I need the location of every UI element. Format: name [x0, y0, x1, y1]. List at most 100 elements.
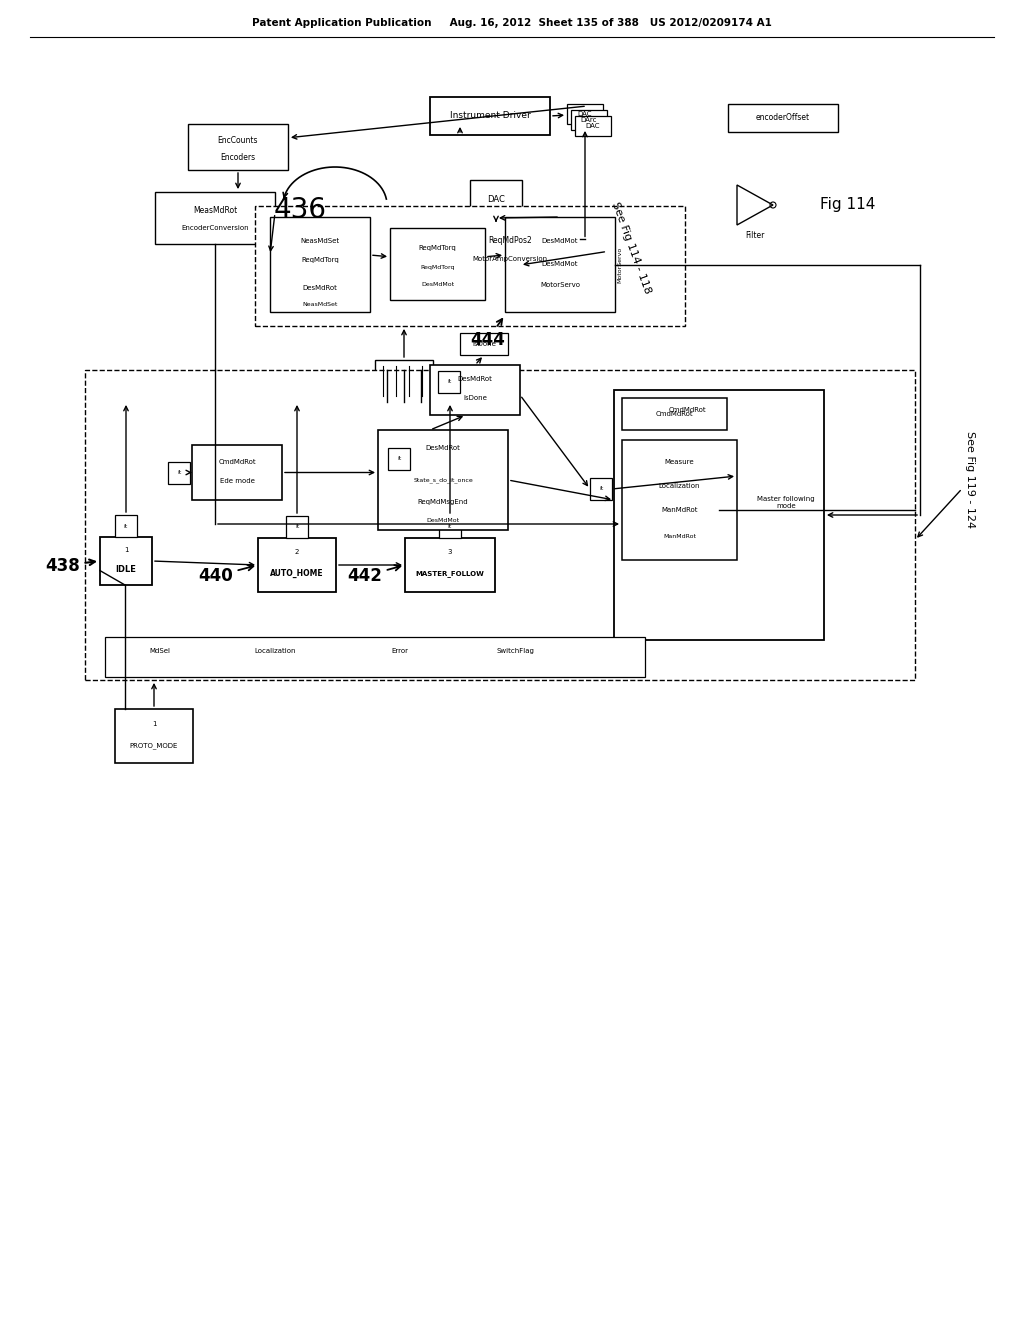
- Bar: [115, 515, 137, 537]
- Text: AUTO_HOME: AUTO_HOME: [270, 569, 324, 578]
- Text: DesMdMot: DesMdMot: [426, 517, 460, 523]
- Bar: [614, 389, 824, 640]
- Text: 436: 436: [273, 195, 327, 224]
- Text: NeasMdSet: NeasMdSet: [300, 238, 340, 244]
- Text: SwitchFlag: SwitchFlag: [496, 648, 534, 653]
- Text: Instrument Driver: Instrument Driver: [450, 111, 530, 120]
- Text: DesMdMot: DesMdMot: [542, 238, 579, 244]
- Text: DAC: DAC: [586, 123, 600, 129]
- Text: it: it: [397, 457, 401, 462]
- Text: CmdMdRot: CmdMdRot: [218, 458, 256, 465]
- Text: 1: 1: [124, 548, 128, 553]
- Bar: [470, 180, 522, 218]
- Text: IsDone: IsDone: [463, 395, 487, 400]
- Text: 442: 442: [347, 565, 400, 585]
- Bar: [193, 445, 282, 500]
- Text: 438: 438: [45, 557, 95, 574]
- Text: ReqMdTorq: ReqMdTorq: [420, 265, 455, 271]
- Text: MotorServo: MotorServo: [540, 282, 580, 288]
- Text: Filter: Filter: [745, 231, 765, 239]
- Bar: [430, 366, 520, 414]
- Text: EncoderConversion: EncoderConversion: [181, 226, 249, 231]
- Text: State_s_do_it_once: State_s_do_it_once: [413, 477, 473, 483]
- Text: DAC: DAC: [487, 194, 505, 203]
- Bar: [438, 371, 460, 392]
- Bar: [255, 206, 685, 326]
- Text: ReqMdMsgEnd: ReqMdMsgEnd: [418, 499, 468, 506]
- Text: DArc: DArc: [581, 117, 597, 123]
- Bar: [590, 478, 612, 500]
- Text: it: it: [447, 524, 453, 529]
- Bar: [258, 539, 336, 591]
- Text: DAC: DAC: [578, 111, 592, 117]
- Text: 440: 440: [198, 565, 253, 585]
- Bar: [375, 360, 433, 403]
- Bar: [100, 537, 152, 585]
- Bar: [406, 539, 495, 591]
- Text: MASTER_FOLLOW: MASTER_FOLLOW: [416, 570, 484, 577]
- Bar: [430, 96, 550, 135]
- Bar: [571, 110, 607, 129]
- Bar: [115, 709, 193, 763]
- Bar: [440, 224, 580, 273]
- Bar: [439, 516, 461, 539]
- Text: 444: 444: [470, 319, 505, 348]
- Bar: [505, 216, 615, 312]
- Bar: [286, 516, 308, 539]
- Text: NeasMdSet: NeasMdSet: [302, 302, 338, 306]
- Text: Fig 114: Fig 114: [820, 198, 876, 213]
- Text: ReqMdTorq: ReqMdTorq: [419, 246, 457, 251]
- Bar: [388, 447, 410, 470]
- Text: it: it: [446, 379, 452, 384]
- Bar: [168, 462, 190, 483]
- Bar: [270, 216, 370, 312]
- Text: See Fig 119 - 124: See Fig 119 - 124: [918, 432, 975, 537]
- Bar: [85, 370, 915, 680]
- Text: ReqMdPos2: ReqMdPos2: [488, 236, 531, 246]
- Text: DesMdRot: DesMdRot: [426, 445, 461, 451]
- Text: See Fig 114 - 118: See Fig 114 - 118: [524, 201, 652, 294]
- Text: it: it: [177, 470, 181, 475]
- Text: 2: 2: [295, 549, 299, 554]
- Text: 3: 3: [447, 549, 453, 554]
- Text: Master following
mode: Master following mode: [758, 496, 815, 510]
- Text: CmdMdRot: CmdMdRot: [669, 407, 707, 413]
- Text: DesMdRot: DesMdRot: [302, 285, 338, 292]
- Bar: [378, 430, 508, 531]
- Bar: [575, 116, 611, 136]
- Text: ManMdRot: ManMdRot: [663, 533, 696, 539]
- Text: DesMdMot: DesMdMot: [421, 281, 454, 286]
- Bar: [567, 104, 603, 124]
- Text: 1: 1: [152, 721, 157, 727]
- Text: Patent Application Publication     Aug. 16, 2012  Sheet 135 of 388   US 2012/020: Patent Application Publication Aug. 16, …: [252, 18, 772, 28]
- Text: MdSel: MdSel: [150, 648, 171, 653]
- Text: MeasMdRot: MeasMdRot: [193, 206, 238, 215]
- Text: it: it: [124, 524, 128, 528]
- Bar: [460, 333, 508, 355]
- Text: ManMdRot: ManMdRot: [662, 507, 697, 512]
- Text: encoderOffset: encoderOffset: [756, 114, 810, 123]
- Text: IDLE: IDLE: [116, 565, 136, 574]
- Bar: [105, 638, 645, 677]
- Text: DesMdRot: DesMdRot: [458, 376, 493, 381]
- Bar: [622, 440, 737, 560]
- Text: Measure: Measure: [665, 458, 694, 465]
- Text: DesMdMot: DesMdMot: [542, 261, 579, 268]
- Text: MotorAmpConversion: MotorAmpConversion: [472, 256, 548, 261]
- Text: Localization: Localization: [658, 483, 700, 488]
- Text: Encoders: Encoders: [220, 153, 256, 161]
- Text: MotorServo: MotorServo: [617, 247, 623, 282]
- Text: it: it: [295, 524, 299, 529]
- Bar: [728, 104, 838, 132]
- Bar: [622, 399, 727, 430]
- Text: PROTO_MODE: PROTO_MODE: [130, 742, 178, 748]
- Text: Localization: Localization: [254, 648, 296, 653]
- Text: CmdMdRot: CmdMdRot: [655, 411, 693, 417]
- Bar: [188, 124, 288, 170]
- Text: Error: Error: [391, 648, 409, 653]
- Text: IsDone: IsDone: [472, 341, 496, 347]
- Bar: [155, 191, 275, 244]
- Text: ReqMdTorq: ReqMdTorq: [301, 257, 339, 263]
- Text: Ede mode: Ede mode: [219, 478, 254, 483]
- Text: it: it: [599, 487, 603, 491]
